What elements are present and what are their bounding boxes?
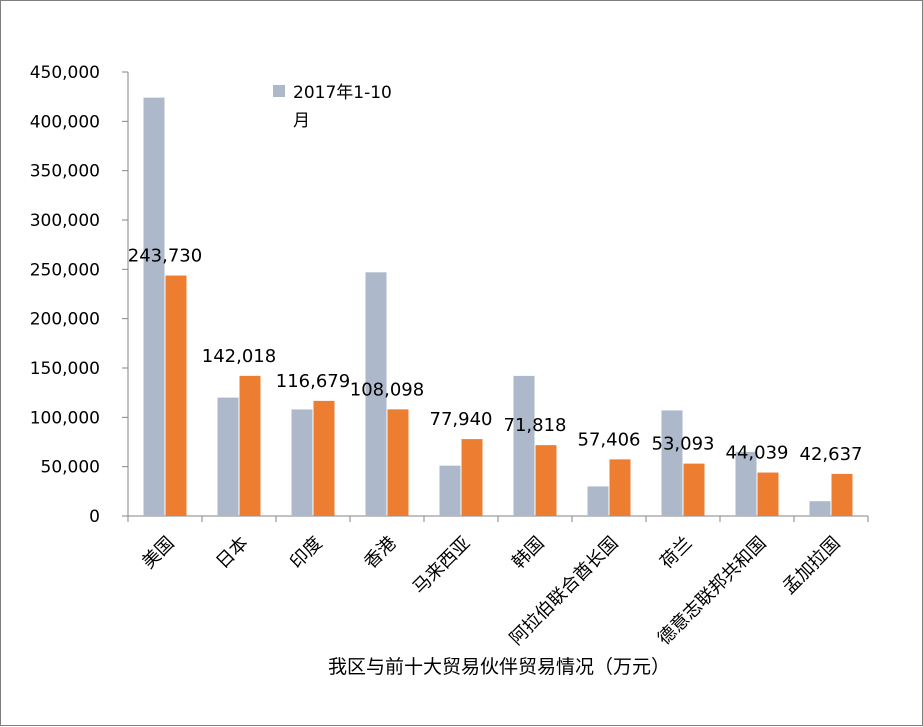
bar-series2 bbox=[757, 472, 779, 516]
bar-series2 bbox=[239, 375, 261, 516]
category-label: 日本 bbox=[212, 533, 252, 573]
bars bbox=[143, 97, 853, 517]
bar-series1 bbox=[735, 451, 757, 516]
bar-series1 bbox=[439, 465, 461, 516]
bar-series1 bbox=[809, 501, 831, 516]
y-tick-label: 400,000 bbox=[30, 112, 100, 132]
legend-label-line2: 月 bbox=[293, 111, 310, 131]
category-label: 韩国 bbox=[508, 533, 548, 573]
bar-series1 bbox=[661, 410, 683, 516]
bar-series2 bbox=[609, 459, 631, 516]
legend-label-line1: 2017年1-10 bbox=[293, 83, 392, 103]
chart-title: 我区与前十大贸易伙伴贸易情况（万元） bbox=[328, 656, 670, 678]
category-label: 孟加拉国 bbox=[779, 533, 845, 599]
bar-series1 bbox=[365, 272, 387, 516]
bar-series2 bbox=[831, 473, 853, 516]
data-label: 42,637 bbox=[800, 444, 863, 465]
y-tick-label: 50,000 bbox=[41, 458, 100, 478]
data-label: 53,093 bbox=[652, 434, 715, 455]
y-tick-label: 250,000 bbox=[30, 260, 100, 280]
data-label: 142,018 bbox=[202, 346, 276, 367]
bar-series2 bbox=[165, 275, 187, 516]
bar-series1 bbox=[217, 397, 239, 516]
bar-series1 bbox=[143, 97, 165, 517]
y-tick-label: 100,000 bbox=[30, 408, 100, 428]
bar-series1 bbox=[513, 375, 535, 516]
category-label: 马来西亚 bbox=[409, 533, 475, 599]
y-axis: 0 50,000 100,000 150,000 200,000 250,000 300,0… bbox=[30, 63, 129, 527]
bar-series1 bbox=[587, 486, 609, 516]
category-label: 印度 bbox=[286, 533, 326, 573]
y-tick-label: 350,000 bbox=[30, 162, 100, 182]
category-label: 美国 bbox=[138, 533, 178, 573]
bar-series2 bbox=[313, 400, 335, 516]
y-tick-label: 150,000 bbox=[30, 359, 100, 379]
y-tick-label: 450,000 bbox=[30, 63, 100, 83]
data-label: 44,039 bbox=[726, 443, 789, 464]
legend: 2017年1-10 月 bbox=[273, 83, 392, 131]
bar-series1 bbox=[291, 409, 313, 516]
data-label: 77,940 bbox=[430, 409, 493, 430]
data-label: 71,818 bbox=[504, 415, 567, 436]
y-tick-label: 0 bbox=[89, 507, 100, 527]
bar-series2 bbox=[387, 409, 409, 516]
bar-series2 bbox=[683, 463, 705, 516]
legend-swatch bbox=[273, 85, 285, 97]
data-label: 57,406 bbox=[578, 429, 641, 450]
data-label: 108,098 bbox=[350, 379, 424, 400]
bar-series2 bbox=[461, 439, 483, 516]
y-tick-label: 300,000 bbox=[30, 211, 100, 231]
category-label: 荷兰 bbox=[656, 533, 696, 573]
bar-series2 bbox=[535, 445, 557, 516]
data-label: 116,679 bbox=[276, 371, 350, 392]
x-axis bbox=[127, 515, 869, 522]
category-label: 香港 bbox=[360, 533, 400, 573]
data-label: 243,730 bbox=[128, 246, 202, 267]
y-tick-label: 200,000 bbox=[30, 310, 100, 330]
